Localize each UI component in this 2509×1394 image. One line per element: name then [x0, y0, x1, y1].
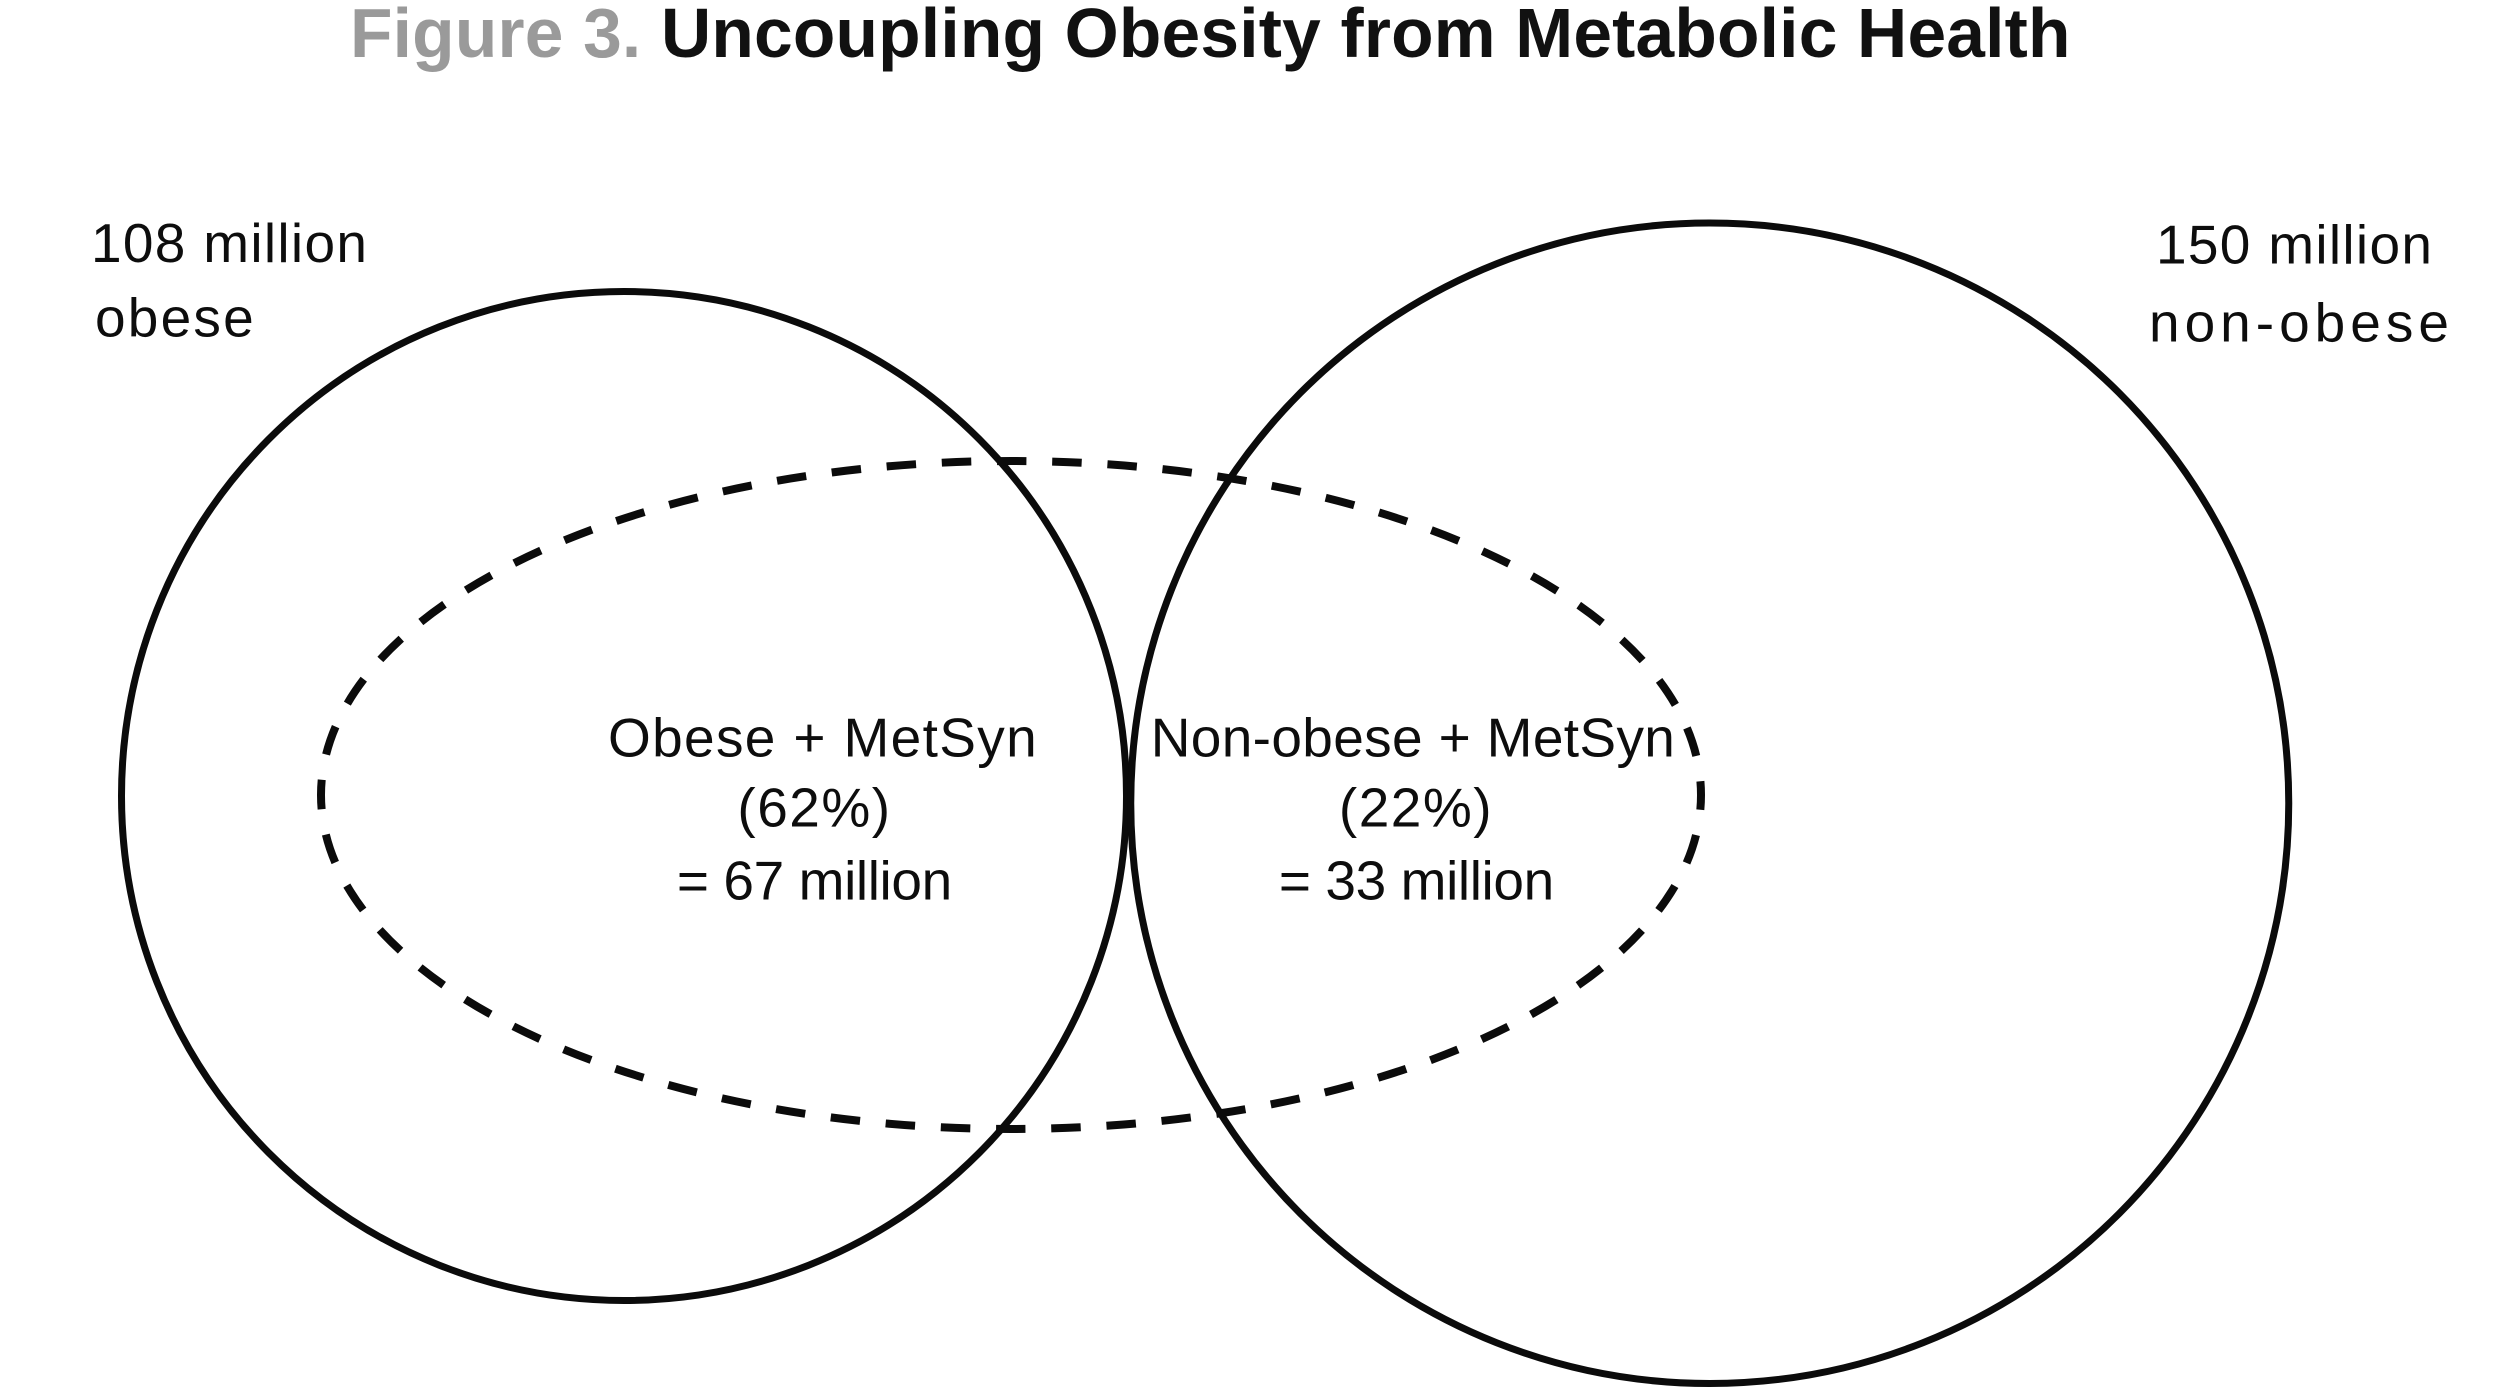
svg-text:= 33 million: = 33 million	[1279, 850, 1554, 912]
svg-text:150 million: 150 million	[2156, 214, 2433, 276]
svg-text:= 67 million: = 67 million	[677, 850, 952, 912]
svg-text:Obese + MetSyn: Obese + MetSyn	[608, 707, 1038, 769]
svg-text:108 million: 108 million	[91, 212, 368, 274]
svg-text:Figure 3. Uncoupling Obesity f: Figure 3. Uncoupling Obesity from Metabo…	[350, 0, 2071, 72]
svg-text:Non-obese + MetSyn: Non-obese + MetSyn	[1151, 707, 1676, 769]
svg-text:(62%): (62%)	[737, 777, 891, 839]
svg-text:non-obese: non-obese	[2149, 291, 2454, 353]
svg-text:(22%): (22%)	[1339, 777, 1493, 839]
svg-text:obese: obese	[95, 286, 256, 348]
